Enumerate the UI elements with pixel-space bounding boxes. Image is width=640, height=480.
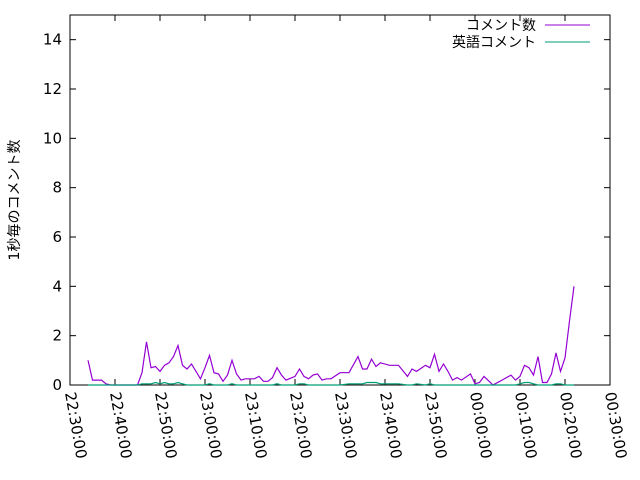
x-tick-label: 23:30:00 [331,391,360,460]
y-tick-label: 14 [43,31,62,49]
plot-frame [69,14,611,386]
x-axis: 22:30:00 22:40:00 22:50:00 23:00:00 23:10:00… [61,15,630,460]
y-axis: 0 2 4 6 8 10 12 14 [43,31,610,394]
x-tick-label: 00:00:00 [466,391,495,460]
y-tick-label: 10 [43,129,62,147]
y-axis-label: 1秒毎のコメント数 [7,140,23,261]
series-lines [87,286,575,386]
x-tick-label: 22:40:00 [106,391,135,460]
x-tick-label: 22:50:00 [151,391,180,460]
x-tick-label: 23:50:00 [421,391,450,460]
y-tick-label: 4 [52,277,62,295]
x-tick-label: 00:30:00 [601,391,630,460]
x-tick-label: 00:20:00 [556,391,585,460]
series-line-english-comments [88,381,574,386]
x-tick-label: 23:10:00 [241,391,270,460]
y-tick-label: 6 [52,228,62,246]
legend-label-comments: コメント数 [466,18,536,34]
x-tick-label: 00:10:00 [511,391,540,460]
x-tick-label: 23:20:00 [286,391,315,460]
legend: コメント数 英語コメント [452,18,590,51]
x-tick-label: 23:40:00 [376,391,405,460]
series-line-comments [87,286,575,386]
x-tick-label: 22:30:00 [61,391,90,460]
y-tick-label: 12 [43,80,62,98]
y-tick-label: 8 [52,179,62,197]
x-tick-label: 23:00:00 [196,391,225,460]
legend-label-english-comments: 英語コメント [452,34,536,51]
y-tick-label: 0 [52,376,62,394]
y-tick-label: 2 [52,327,62,345]
